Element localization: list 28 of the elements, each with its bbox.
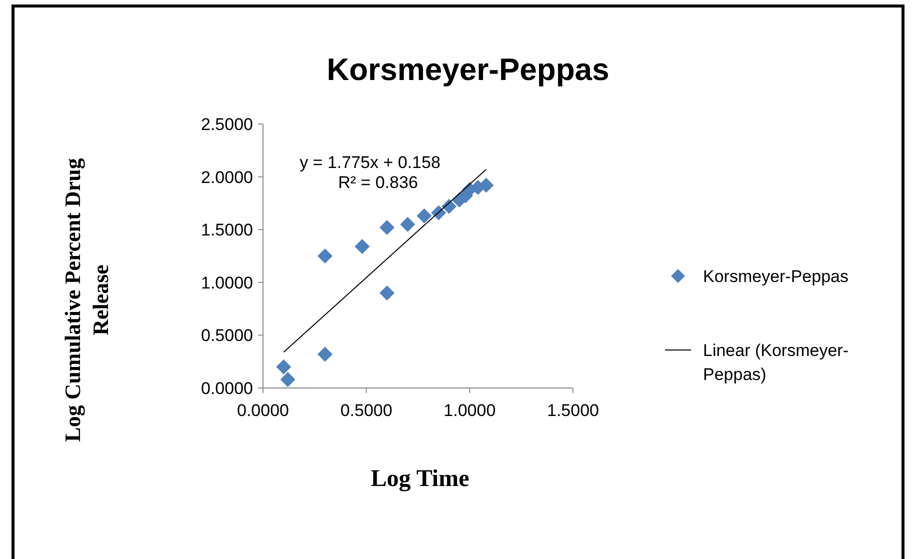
annotation: y = 1.775x + 0.158 bbox=[300, 153, 440, 172]
point bbox=[380, 220, 394, 235]
point bbox=[280, 372, 296, 388]
y-tick-label: 2.5000 bbox=[201, 115, 253, 134]
point bbox=[416, 208, 432, 224]
y-axis-title: Log Cumulative Percent Drug Release bbox=[60, 158, 113, 442]
point bbox=[380, 285, 394, 300]
point bbox=[400, 216, 416, 232]
x-tick-label: 0.5000 bbox=[340, 401, 392, 420]
point bbox=[276, 359, 292, 374]
legend-label: Korsmeyer-Peppas bbox=[703, 267, 849, 286]
point bbox=[318, 346, 332, 362]
x-axis-title: Log Time bbox=[370, 466, 470, 492]
x-tick-label: 1.0000 bbox=[444, 401, 496, 420]
point bbox=[318, 248, 332, 264]
y-tick-label: 2.0000 bbox=[201, 168, 253, 187]
point bbox=[354, 238, 370, 254]
x-tick-label: 0.0000 bbox=[237, 401, 289, 420]
y-tick-label: 0.5000 bbox=[201, 326, 253, 346]
legend-label: Linear (Korsmeyer-Peppas) bbox=[703, 341, 848, 384]
annotation: R² = 0.836 bbox=[338, 173, 418, 192]
y-tick-label: 1.0000 bbox=[201, 273, 253, 292]
point bbox=[431, 205, 446, 220]
y-tick-label: 1.5000 bbox=[201, 220, 253, 240]
point bbox=[442, 198, 456, 214]
y-tick-label: 0.0000 bbox=[201, 379, 253, 398]
x-tick-label: 1.5000 bbox=[547, 401, 599, 420]
chart-title: Korsmeyer-Peppas bbox=[326, 52, 610, 87]
